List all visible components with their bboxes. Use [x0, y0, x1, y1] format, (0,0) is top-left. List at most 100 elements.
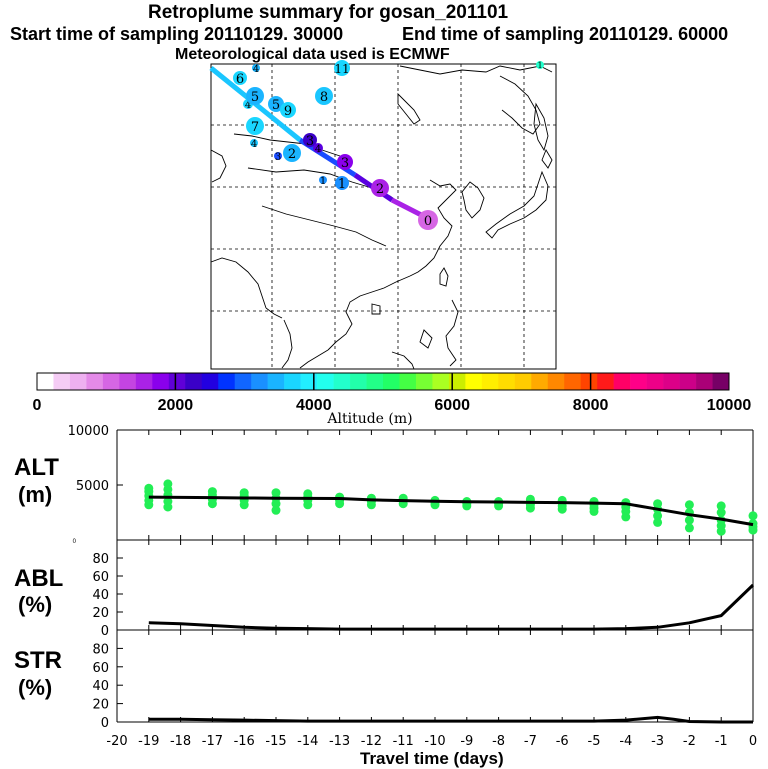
colorbar-swatch: [383, 373, 400, 390]
y-zero-label: 0: [73, 539, 77, 545]
svg-text:11: 11: [334, 62, 349, 76]
day-marker: 1: [319, 176, 327, 187]
day-marker: 4: [252, 64, 260, 75]
svg-text:5: 5: [272, 98, 280, 113]
svg-text:7: 7: [251, 120, 259, 135]
x-tick-label: -8: [492, 734, 505, 749]
svg-text:3: 3: [341, 156, 349, 171]
colorbar-swatch: [268, 373, 285, 390]
colorbar-swatch: [119, 373, 136, 390]
day-marker: 0: [418, 210, 438, 230]
x-tick-label: -7: [524, 734, 537, 749]
svg-text:0: 0: [424, 214, 432, 229]
y-tick-label: 60: [92, 570, 109, 585]
time-series-panels: 1000050000806040200806040200-20 -19 -18 -17…: [68, 424, 758, 749]
x-tick-label: -2: [683, 734, 696, 749]
colorbar-swatch: [251, 373, 268, 390]
colorbar-swatch: [399, 373, 416, 390]
colorbar-tick-label: 6000: [434, 397, 470, 414]
colorbar-swatch: [70, 373, 87, 390]
svg-text:1: 1: [537, 61, 542, 70]
x-tick-label: -11: [393, 734, 414, 749]
colorbar-swatch: [185, 373, 202, 390]
x-tick-label: -18: [170, 734, 191, 749]
day-marker: 2: [371, 179, 389, 197]
colorbar-swatch: [169, 373, 186, 390]
x-tick-label: -10: [424, 734, 445, 749]
svg-text:1: 1: [338, 177, 346, 192]
altitude-colorbar: 0 2000 4000 6000 8000 10000: [33, 373, 752, 414]
svg-text:8: 8: [320, 90, 328, 105]
abl-panel: 80 60 40 20 0: [92, 540, 753, 639]
str-panel-unit: (%): [18, 675, 52, 701]
colorbar-swatch: [548, 373, 565, 390]
x-tick-label: -16: [234, 734, 255, 749]
colorbar-swatch: [317, 373, 334, 390]
colorbar-swatch: [482, 373, 499, 390]
str-panel: 806040200-20 -19 -18 -17 -16 -15 -14 -13 -12 -11-…: [92, 630, 757, 749]
abl-series-line: [149, 585, 753, 629]
y-tick-label: 60: [92, 661, 109, 676]
y-tick-label: 10000: [68, 424, 109, 439]
colorbar-swatch: [334, 373, 351, 390]
svg-text:3: 3: [275, 152, 281, 163]
alt-scatter-point: [208, 487, 217, 496]
alt-scatter-point: [685, 500, 694, 509]
colorbar-swatch: [218, 373, 235, 390]
x-tick-label: -13: [329, 734, 350, 749]
colorbar-swatch: [86, 373, 103, 390]
colorbar-tick-label: 8000: [573, 397, 609, 414]
x-axis-title: Travel time (days): [360, 749, 504, 769]
alt-scatter-point: [163, 479, 172, 488]
y-tick-label: 40: [92, 679, 109, 694]
alt-scatter-point: [144, 484, 153, 493]
colorbar-swatch: [235, 373, 252, 390]
str-series-line: [149, 717, 753, 722]
x-tick-label: -19: [138, 734, 159, 749]
day-marker: 11: [334, 60, 350, 76]
alt-panel-label: ALT: [14, 454, 59, 482]
colorbar-swatch: [564, 373, 581, 390]
y-tick-label: 0: [101, 624, 109, 639]
colorbar-swatch: [152, 373, 169, 390]
colorbar-swatch: [630, 373, 647, 390]
x-tick-label: -14: [297, 734, 318, 749]
colorbar-tick-label: 2000: [158, 397, 194, 414]
colorbar-swatch: [647, 373, 664, 390]
x-tick-label: 0: [749, 734, 757, 749]
x-tick-label: -15: [265, 734, 286, 749]
y-tick-label: 40: [92, 588, 109, 603]
svg-text:4: 4: [251, 139, 257, 150]
x-tick-label: -20: [106, 734, 127, 749]
colorbar-title: Altitude (m): [326, 411, 412, 427]
colorbar-swatch: [531, 373, 548, 390]
svg-text:1: 1: [320, 176, 326, 187]
x-tick-label: -12: [361, 734, 382, 749]
colorbar-tick-label: 10000: [707, 397, 752, 414]
svg-text:2: 2: [288, 147, 296, 162]
colorbar-swatch: [37, 373, 54, 390]
y-tick-label: 80: [92, 552, 109, 567]
y-tick-label: 20: [92, 606, 109, 621]
colorbar-swatch: [614, 373, 631, 390]
colorbar-swatch: [449, 373, 466, 390]
day-marker: 3: [274, 152, 282, 163]
str-panel-label: STR: [14, 647, 62, 675]
figure-canvas: 0 1 1 2 2 3 3 3 4 4 4 4 5 5 6 7 8 9 11 1…: [0, 0, 768, 768]
alt-scatter-point: [685, 523, 694, 532]
day-marker: 5: [246, 87, 264, 105]
day-marker: 8: [315, 87, 333, 105]
alt-panel-unit: (m): [18, 482, 52, 508]
alt-scatter-point: [717, 501, 726, 510]
alt-scatter-point: [685, 516, 694, 525]
colorbar-swatch: [284, 373, 301, 390]
colorbar-swatch: [202, 373, 219, 390]
x-tick-label: -6: [556, 734, 569, 749]
svg-text:5: 5: [251, 90, 259, 105]
day-marker: 2: [283, 144, 301, 162]
colorbar-swatch: [663, 373, 680, 390]
colorbar-swatch: [53, 373, 70, 390]
day-marker: 4: [250, 139, 258, 150]
alt-scatter-point: [749, 511, 758, 520]
colorbar-tick-label: 0: [33, 397, 42, 414]
